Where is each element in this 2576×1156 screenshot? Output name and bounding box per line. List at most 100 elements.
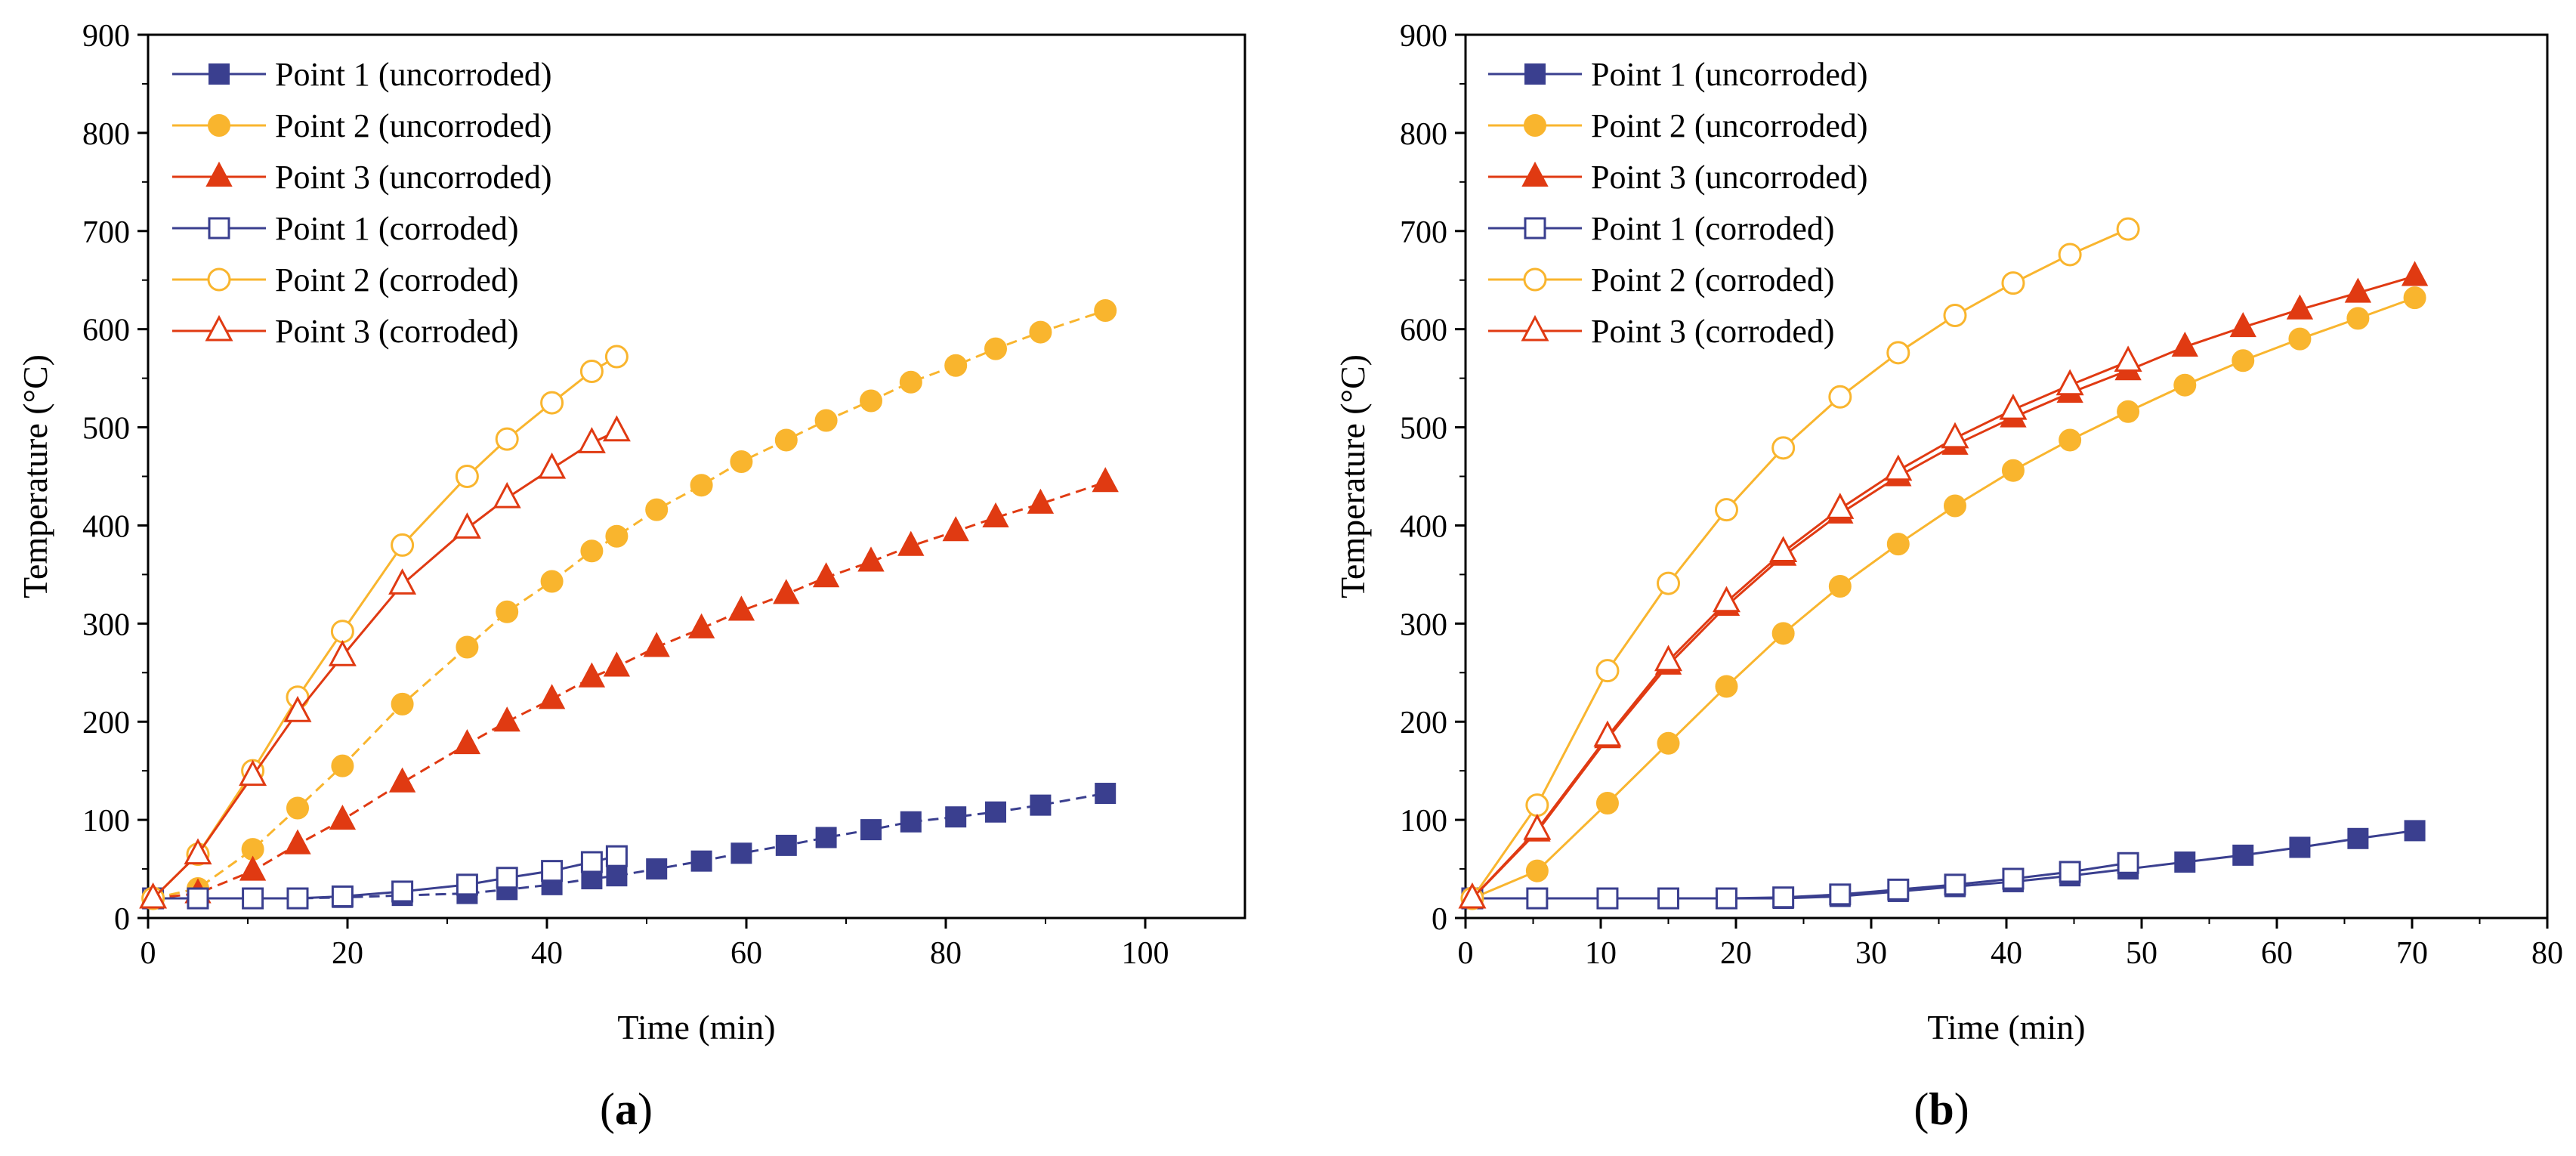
y-tick-label: 500 bbox=[82, 412, 130, 447]
legend-label: Point 2 (uncorroded) bbox=[1591, 107, 1868, 144]
data-point bbox=[1771, 622, 1795, 645]
legend-item: Point 1 (uncorroded) bbox=[1488, 56, 1868, 93]
data-point bbox=[1657, 571, 1680, 595]
data-point bbox=[496, 600, 519, 623]
data-point bbox=[495, 427, 519, 451]
y-tick-label: 300 bbox=[82, 607, 130, 642]
series-line bbox=[153, 309, 1106, 900]
data-point bbox=[286, 887, 309, 910]
data-point bbox=[814, 409, 838, 432]
data-point bbox=[603, 651, 631, 677]
data-point bbox=[1829, 883, 1852, 906]
data-point bbox=[860, 389, 882, 413]
data-point bbox=[1999, 393, 2028, 420]
data-point bbox=[577, 427, 606, 453]
data-point bbox=[284, 829, 311, 855]
y-tick-label: 100 bbox=[1400, 804, 1447, 839]
data-point bbox=[1772, 886, 1795, 909]
data-point bbox=[2117, 400, 2140, 423]
series-3 bbox=[139, 467, 1119, 909]
data-point bbox=[1523, 813, 1552, 840]
data-point bbox=[1030, 794, 1052, 816]
legend-item: Point 2 (corroded) bbox=[172, 261, 519, 298]
legend-label: Point 1 (corroded) bbox=[275, 210, 519, 247]
data-point bbox=[646, 858, 668, 880]
x-tick-label: 100 bbox=[1122, 936, 1169, 971]
legend-label: Point 3 (uncorroded) bbox=[275, 159, 552, 196]
x-tick-label: 80 bbox=[2531, 936, 2563, 971]
y-tick-label: 700 bbox=[1400, 215, 1447, 250]
data-point bbox=[944, 354, 968, 377]
y-tick-label: 400 bbox=[82, 509, 130, 544]
data-point bbox=[540, 391, 564, 415]
data-point bbox=[538, 684, 566, 709]
data-point bbox=[2286, 294, 2314, 320]
y-tick-label: 900 bbox=[82, 19, 130, 54]
data-point bbox=[2401, 261, 2429, 286]
x-tick-label: 0 bbox=[141, 936, 156, 971]
x-tick-label: 60 bbox=[730, 936, 762, 971]
data-point bbox=[1886, 341, 1910, 365]
data-point bbox=[139, 882, 168, 909]
chart-panel-a: 0 20 40 60 80 100 0 100 200 300 400 500 600 700 800 900… bbox=[16, 19, 1246, 1134]
legend-marker bbox=[208, 63, 230, 85]
x-tick-label: 10 bbox=[1585, 936, 1617, 971]
y-axis-title: Temperature (°C) bbox=[16, 354, 54, 598]
x-tick-label: 30 bbox=[1855, 936, 1887, 971]
legend-label: Point 2 (corroded) bbox=[1591, 261, 1835, 298]
data-point bbox=[2001, 459, 2025, 482]
data-point bbox=[773, 579, 800, 604]
legend-item: Point 1 (corroded) bbox=[1488, 210, 1835, 247]
series-5 bbox=[1460, 217, 2140, 910]
data-point bbox=[1027, 488, 1055, 514]
data-point bbox=[985, 801, 1006, 823]
data-point bbox=[1029, 320, 1052, 344]
data-point bbox=[775, 834, 797, 856]
legend-marker bbox=[205, 161, 233, 187]
data-point bbox=[643, 632, 670, 657]
legend-item: Point 3 (corroded) bbox=[172, 313, 519, 350]
data-point bbox=[2229, 311, 2256, 338]
data-point bbox=[1596, 887, 1619, 910]
legend: Point 1 (uncorroded) Point 2 (uncorroded)… bbox=[1488, 56, 1868, 350]
data-point bbox=[2288, 327, 2312, 351]
legend-item: Point 2 (corroded) bbox=[1488, 261, 1835, 298]
series-line bbox=[1471, 360, 2129, 900]
legend-label: Point 1 (uncorroded) bbox=[1591, 56, 1868, 93]
series-5 bbox=[141, 345, 629, 910]
legend-item: Point 2 (uncorroded) bbox=[1488, 107, 1868, 144]
data-point bbox=[1095, 783, 1117, 805]
legend-item: Point 3 (uncorroded) bbox=[172, 159, 552, 196]
data-point bbox=[1941, 422, 1969, 449]
data-point bbox=[242, 887, 264, 910]
data-point bbox=[1712, 586, 1740, 613]
data-point bbox=[2289, 836, 2311, 858]
data-point bbox=[455, 465, 479, 488]
data-point bbox=[239, 855, 267, 881]
x-tick-label: 40 bbox=[531, 936, 563, 971]
data-point bbox=[496, 867, 518, 889]
data-point bbox=[1657, 887, 1679, 910]
data-point bbox=[391, 533, 415, 557]
legend-item: Point 1 (corroded) bbox=[172, 210, 519, 247]
data-point bbox=[1943, 303, 1967, 327]
legend-marker bbox=[1521, 314, 1549, 342]
data-point bbox=[604, 345, 629, 369]
data-point bbox=[493, 481, 521, 508]
data-point bbox=[2232, 349, 2255, 372]
data-point bbox=[2232, 844, 2254, 866]
y-tick-label: 600 bbox=[82, 314, 130, 348]
data-point bbox=[329, 804, 357, 830]
data-point bbox=[540, 570, 564, 593]
y-tick-label: 600 bbox=[1400, 314, 1447, 348]
series-line bbox=[152, 430, 618, 900]
y-tick-label: 800 bbox=[82, 117, 130, 152]
data-point bbox=[541, 860, 564, 882]
x-tick-label: 80 bbox=[930, 936, 962, 971]
data-point bbox=[452, 512, 481, 539]
data-point bbox=[1657, 731, 1680, 755]
data-point bbox=[579, 360, 604, 384]
legend-item: Point 1 (uncorroded) bbox=[172, 56, 552, 93]
data-point bbox=[580, 539, 604, 563]
data-point bbox=[687, 613, 715, 638]
